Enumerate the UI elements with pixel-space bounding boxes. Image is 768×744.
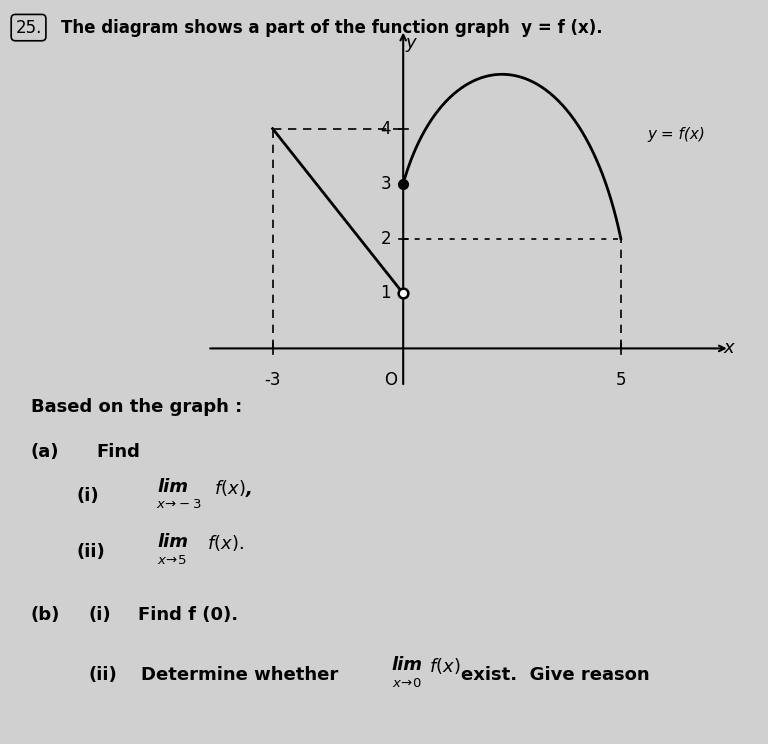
Text: (ii): (ii): [88, 666, 117, 684]
Text: $f(x)$: $f(x)$: [429, 656, 460, 676]
Text: Find f (0).: Find f (0).: [138, 606, 238, 624]
Text: 2: 2: [380, 230, 391, 248]
Text: exist.  Give reason: exist. Give reason: [461, 666, 650, 684]
Text: 4: 4: [380, 120, 391, 138]
Text: Determine whether: Determine whether: [141, 666, 338, 684]
Text: 3: 3: [380, 175, 391, 193]
Text: $x\!\rightarrow\!5$: $x\!\rightarrow\!5$: [157, 554, 187, 567]
Text: $x\!\rightarrow\!-3$: $x\!\rightarrow\!-3$: [156, 498, 202, 511]
Text: The diagram shows a part of the function graph  y = f (x).: The diagram shows a part of the function…: [61, 19, 603, 36]
Text: (i): (i): [77, 487, 99, 505]
Text: (b): (b): [31, 606, 60, 624]
Text: lim: lim: [157, 478, 188, 496]
Text: x: x: [723, 339, 733, 357]
Text: y = f(x): y = f(x): [647, 126, 705, 141]
Text: (i): (i): [88, 606, 111, 624]
Text: Based on the graph :: Based on the graph :: [31, 398, 242, 416]
Text: lim: lim: [392, 656, 422, 674]
Text: $f(x).$: $f(x).$: [207, 533, 244, 554]
Text: 25.: 25.: [15, 19, 41, 36]
Text: (a): (a): [31, 443, 59, 461]
Text: $f(x)$,: $f(x)$,: [214, 478, 251, 498]
Text: -3: -3: [264, 371, 281, 390]
Text: Find: Find: [96, 443, 140, 461]
Text: O: O: [384, 371, 396, 390]
Text: 1: 1: [380, 284, 391, 303]
Text: (ii): (ii): [77, 543, 105, 561]
Text: lim: lim: [157, 533, 188, 551]
Text: y: y: [406, 34, 416, 53]
Text: 5: 5: [615, 371, 626, 390]
Text: $x\!\rightarrow\!0$: $x\!\rightarrow\!0$: [392, 677, 422, 690]
